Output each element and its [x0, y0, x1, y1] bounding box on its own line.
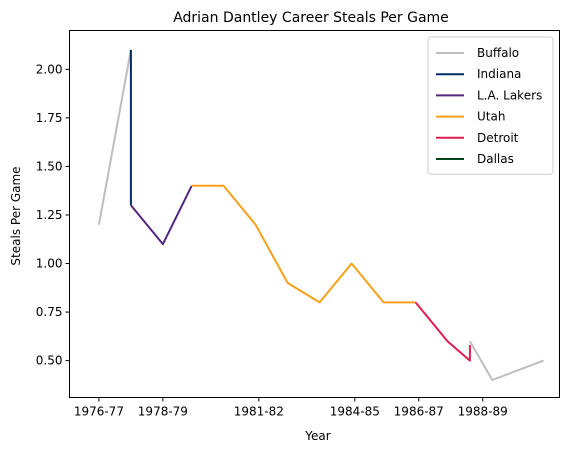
- y-tick-label: 1.00: [36, 257, 63, 271]
- x-axis: 1976-77 1978-79 1981-82 1984-85 1986-87 1988-…: [74, 397, 508, 419]
- x-tick-label: 1986-87: [394, 405, 444, 419]
- y-tick-label: 0.75: [36, 305, 63, 319]
- plot-frame: [69, 30, 560, 398]
- legend-label: Utah: [477, 110, 505, 124]
- legend-label: L.A. Lakers: [477, 88, 542, 102]
- legend-label: Buffalo: [477, 46, 519, 60]
- legend-label: Dallas: [477, 152, 514, 166]
- x-axis-title: Year: [304, 429, 330, 443]
- series-line-detroit-0: [414, 301, 471, 362]
- series-line-buffalo-1: [469, 340, 544, 381]
- y-tick-label: 1.25: [36, 208, 63, 222]
- x-tick-label: 1988-89: [458, 405, 508, 419]
- x-tick-label: 1981-82: [234, 405, 284, 419]
- legend-box: [427, 36, 554, 175]
- series-line-utah-0: [191, 184, 416, 304]
- y-tick-label: 0.50: [36, 354, 63, 368]
- y-tick-label: 1.75: [36, 111, 63, 125]
- x-tick-label: 1976-77: [74, 405, 124, 419]
- series-line-buffalo-0: [97, 49, 132, 225]
- series-line-l-a-lakers-0: [130, 185, 193, 246]
- chart-title: Adrian Dantley Career Steals Per Game: [173, 10, 449, 26]
- legend-label: Detroit: [477, 131, 519, 145]
- y-tick-label: 1.50: [36, 159, 63, 173]
- y-tick-label: 2.00: [36, 62, 63, 76]
- legend: Buffalo Indiana L.A. Lakers Utah Detroit Dall…: [427, 36, 554, 175]
- x-tick-label: 1984-85: [330, 405, 380, 419]
- y-axis: 0.50 0.75 1.00 1.25 1.50 1.75 2.00: [36, 62, 70, 368]
- plot-content: [97, 49, 544, 381]
- x-tick-label: 1978-79: [138, 405, 188, 419]
- y-axis-title: Steals Per Game: [9, 166, 23, 265]
- legend-label: Indiana: [477, 67, 521, 81]
